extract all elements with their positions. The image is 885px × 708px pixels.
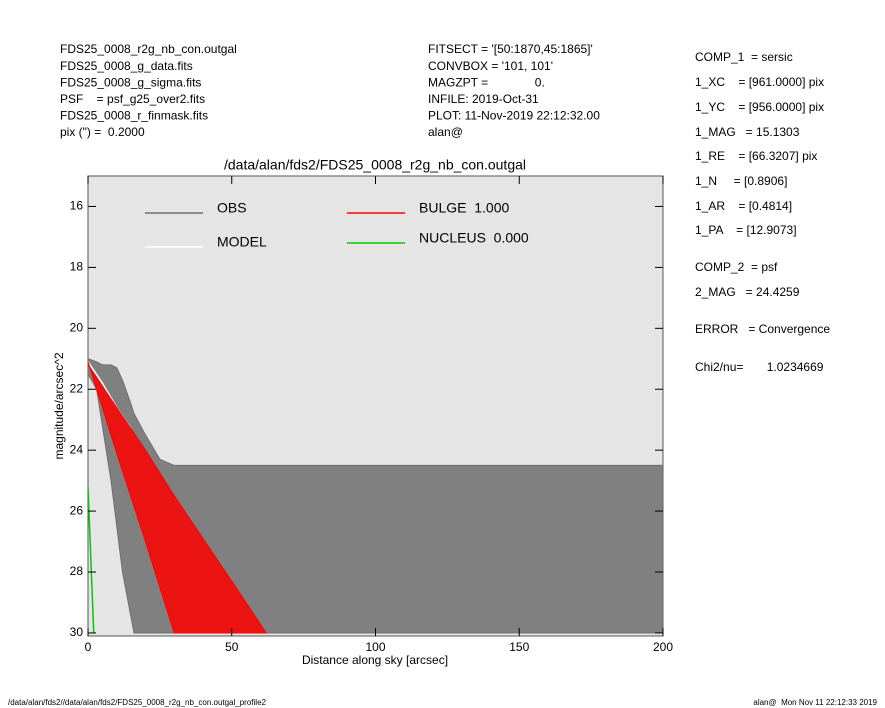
y-tick-label: 26 <box>70 503 84 517</box>
profile-band <box>88 358 663 634</box>
header-right-line: COMP_1 = sersic <box>695 50 793 64</box>
header-right-line: COMP_2 = psf <box>695 260 778 274</box>
legend-label: BULGE 1.000 <box>419 200 509 216</box>
header-middle-line: INFILE: 2019-Oct-31 <box>428 92 539 106</box>
header-middle-line: MAGZPT = 0. <box>428 75 545 89</box>
header-middle-line: CONVBOX = '101, 101' <box>428 59 553 73</box>
footer-path: /data/alan/fds2//data/alan/fds2/FDS25_00… <box>8 698 267 707</box>
x-axis-label: Distance along sky [arcsec] <box>302 653 448 667</box>
header-right-line: ERROR = Convergence <box>695 322 830 336</box>
header-left-line: FDS25_0008_r2g_nb_con.outgal <box>60 42 237 56</box>
y-tick-label: 30 <box>70 625 84 639</box>
footer-user: alan@ Mon Nov 11 22:12:33 2019 <box>753 698 877 707</box>
header-right-line: 1_N = [0.8906] <box>695 174 787 188</box>
header-left-line: FDS25_0008_g_sigma.fits <box>60 75 201 89</box>
x-tick-label: 200 <box>653 640 673 654</box>
header-left-line: FDS25_0008_g_data.fits <box>60 59 193 73</box>
header-right-line: 1_YC = [956.0000] pix <box>695 100 824 114</box>
legend-label: OBS <box>217 200 247 216</box>
y-tick-label: 22 <box>70 381 84 395</box>
y-tick-label: 28 <box>70 564 84 578</box>
y-tick-label: 20 <box>70 320 84 334</box>
header-middle-line: FITSECT = '[50:1870,45:1865]' <box>428 42 593 56</box>
header-left-line: pix (") = 0.2000 <box>60 125 145 139</box>
header-right-line: Chi2/nu= 1.0234669 <box>695 360 824 374</box>
y-tick-label: 24 <box>70 442 84 456</box>
header-right-line: 1_XC = [961.0000] pix <box>695 75 824 89</box>
x-tick-label: 150 <box>509 640 529 654</box>
legend-label: NUCLEUS 0.000 <box>419 230 529 246</box>
chart-title: /data/alan/fds2/FDS25_0008_r2g_nb_con.ou… <box>224 157 526 173</box>
header-middle-line: PLOT: 11-Nov-2019 22:12:32.00 <box>428 109 600 123</box>
header-right-line: 1_MAG = 15.1303 <box>695 125 800 139</box>
header-right-line: 1_PA = [12.9073] <box>695 223 797 237</box>
header-right-line: 2_MAG = 24.4259 <box>695 285 800 299</box>
header-right-line: 1_RE = [66.3207] pix <box>695 149 817 163</box>
x-tick-label: 100 <box>365 640 385 654</box>
y-tick-label: 16 <box>70 199 84 213</box>
legend-label: MODEL <box>217 234 267 250</box>
y-axis-label: magnitude/arcsec^2 <box>52 352 66 459</box>
x-tick-label: 50 <box>225 640 239 654</box>
y-tick-label: 18 <box>70 260 84 274</box>
profile-band <box>88 361 268 634</box>
header-middle-line: alan@ <box>428 125 463 139</box>
header-right-line: 1_AR = [0.4814] <box>695 199 792 213</box>
header-left-line: PSF = psf_g25_over2.fits <box>60 92 205 106</box>
x-tick-label: 0 <box>85 640 92 654</box>
header-left-line: FDS25_0008_r_finmask.fits <box>60 109 208 123</box>
